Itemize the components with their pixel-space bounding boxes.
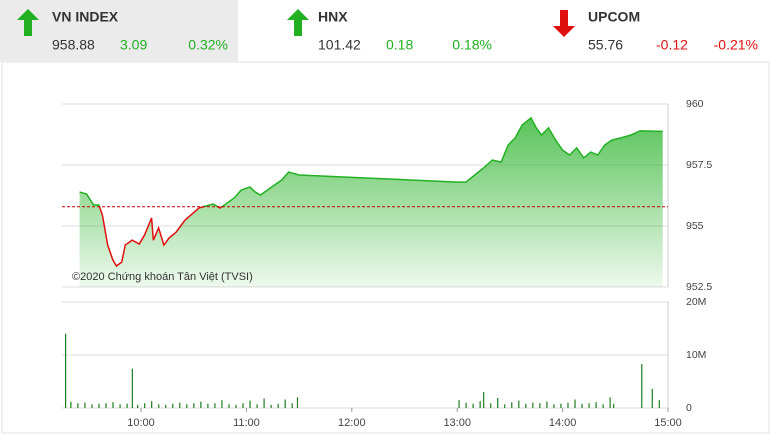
x-tick-label: 11:00 [233, 417, 260, 429]
volume-bar [151, 401, 153, 408]
y-tick-label: 952.5 [686, 281, 712, 293]
volume-bar [200, 401, 202, 408]
x-tick-label: 14:00 [549, 417, 577, 429]
volume-bar [249, 400, 251, 408]
arrow-down [553, 10, 575, 37]
index-value: 958.88 [52, 37, 95, 53]
volume-bar [483, 392, 485, 408]
index-name: HNX [318, 9, 348, 25]
volume-bar [465, 402, 467, 408]
volume-bar [228, 404, 230, 408]
volume-bar [105, 403, 107, 408]
volume-bar [546, 401, 548, 408]
volume-bar [70, 401, 72, 408]
price-area [79, 117, 663, 288]
index-change-pct: 0.32% [188, 37, 228, 53]
y-tick-label: 960 [686, 98, 704, 110]
index-value: 101.42 [318, 37, 361, 53]
volume-bar [609, 397, 611, 408]
volume-bar [158, 404, 160, 408]
volume-bar [602, 404, 604, 408]
volume-bar [242, 403, 244, 408]
volume-bar [595, 402, 597, 408]
copyright: ©2020 Chứng khoán Tân Việt (TVSI) [72, 271, 253, 283]
volume-bar [553, 404, 555, 408]
tile-bg [0, 0, 238, 62]
volume-bar [525, 403, 527, 408]
volume-bar [490, 403, 492, 408]
arrow-up [287, 9, 309, 36]
y-tick-label: 10M [686, 349, 706, 361]
volume-bar [641, 364, 643, 408]
volume-bar [84, 402, 86, 408]
y-tick-label: 20M [686, 296, 706, 308]
index-change: 3.09 [120, 37, 147, 53]
volume-bar [613, 403, 615, 408]
index-change: 0.18 [386, 37, 413, 53]
index-change-pct: -0.21% [714, 37, 758, 53]
volume-bar [511, 402, 513, 408]
volume-bar [131, 368, 133, 408]
volume-bar [91, 404, 93, 408]
x-tick-label: 12:00 [338, 417, 366, 429]
index-change-pct: 0.18% [452, 37, 492, 53]
volume-bar [504, 404, 506, 408]
volume-bar [256, 404, 258, 408]
volume-bar [567, 402, 569, 408]
volume-bar [658, 400, 660, 408]
volume-bar [112, 402, 114, 408]
volume-bar [186, 404, 188, 408]
volume-bar [479, 401, 481, 408]
volume-bar [518, 400, 520, 408]
volume-bar [497, 397, 499, 408]
volume-bar [277, 403, 279, 408]
volume-bar [179, 402, 181, 408]
volume-bar [291, 403, 293, 408]
y-tick-label: 955 [686, 220, 704, 232]
volume-bar [539, 403, 541, 408]
volume-bar [126, 403, 128, 408]
arrow-up [17, 9, 39, 36]
volume-bar [65, 333, 67, 408]
volume-bar [172, 403, 174, 408]
volume-bar [137, 404, 139, 408]
volume-bar [98, 403, 100, 408]
volume-bar [532, 402, 534, 408]
x-tick-label: 10:00 [127, 417, 155, 429]
volume-bar [235, 404, 237, 408]
volume-bar [560, 403, 562, 408]
volume-bar [144, 403, 146, 408]
volume-bar [284, 399, 286, 408]
volume-bar [119, 404, 121, 408]
volume-bar [214, 403, 216, 408]
x-tick-label: 13:00 [443, 417, 471, 429]
volume-bar [458, 400, 460, 408]
volume-bar [296, 397, 299, 408]
volume-bar [193, 403, 195, 408]
y-tick-label: 957.5 [686, 159, 712, 171]
x-tick-label: 15:00 [654, 417, 682, 429]
y-tick-label: 0 [686, 402, 692, 414]
volume-bar [574, 399, 576, 408]
volume-bar [263, 398, 265, 408]
volume-bar [270, 404, 272, 408]
volume-bar [165, 404, 167, 408]
index-name: UPCOM [588, 9, 640, 25]
volume-bar [221, 400, 223, 408]
volume-bar [581, 403, 583, 408]
volume-bar [651, 388, 653, 408]
index-name: VN INDEX [52, 9, 119, 25]
volume-bar [77, 403, 79, 408]
index-change: -0.12 [656, 37, 688, 53]
index-value: 55.76 [588, 37, 623, 53]
volume-bar [207, 403, 209, 408]
price-line [79, 116, 663, 268]
volume-bar [588, 403, 590, 408]
volume-bar [472, 403, 474, 408]
